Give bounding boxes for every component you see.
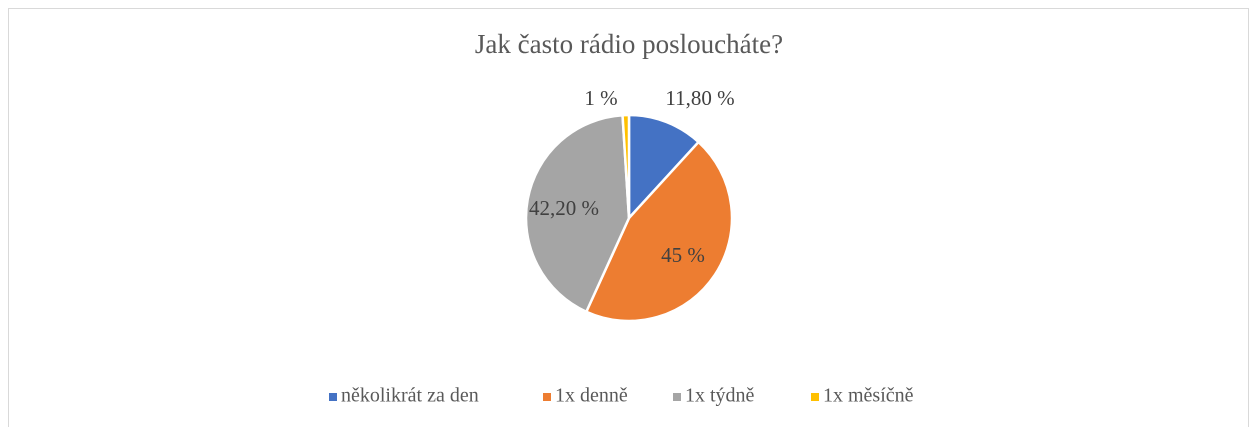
legend-label: 1x denně xyxy=(555,385,628,407)
legend-marker xyxy=(811,393,819,401)
data-label: 45 % xyxy=(661,243,705,267)
data-label: 1 % xyxy=(584,86,617,110)
legend-label: 1x měsíčně xyxy=(823,385,914,407)
pie-slice xyxy=(524,113,631,314)
legend-marker xyxy=(543,393,551,401)
pie-slice xyxy=(627,113,701,222)
data-label: 11,80 % xyxy=(665,86,734,110)
pie-slice xyxy=(621,113,631,219)
chart-title: Jak často rádio posloucháte? xyxy=(475,29,783,59)
legend-marker xyxy=(673,393,681,401)
legend-marker xyxy=(329,393,337,401)
data-label: 42,20 % xyxy=(529,196,599,220)
legend-label: 1x týdně xyxy=(685,385,755,407)
legend-label: několikrát za den xyxy=(341,385,479,407)
pie-slice xyxy=(584,140,734,323)
